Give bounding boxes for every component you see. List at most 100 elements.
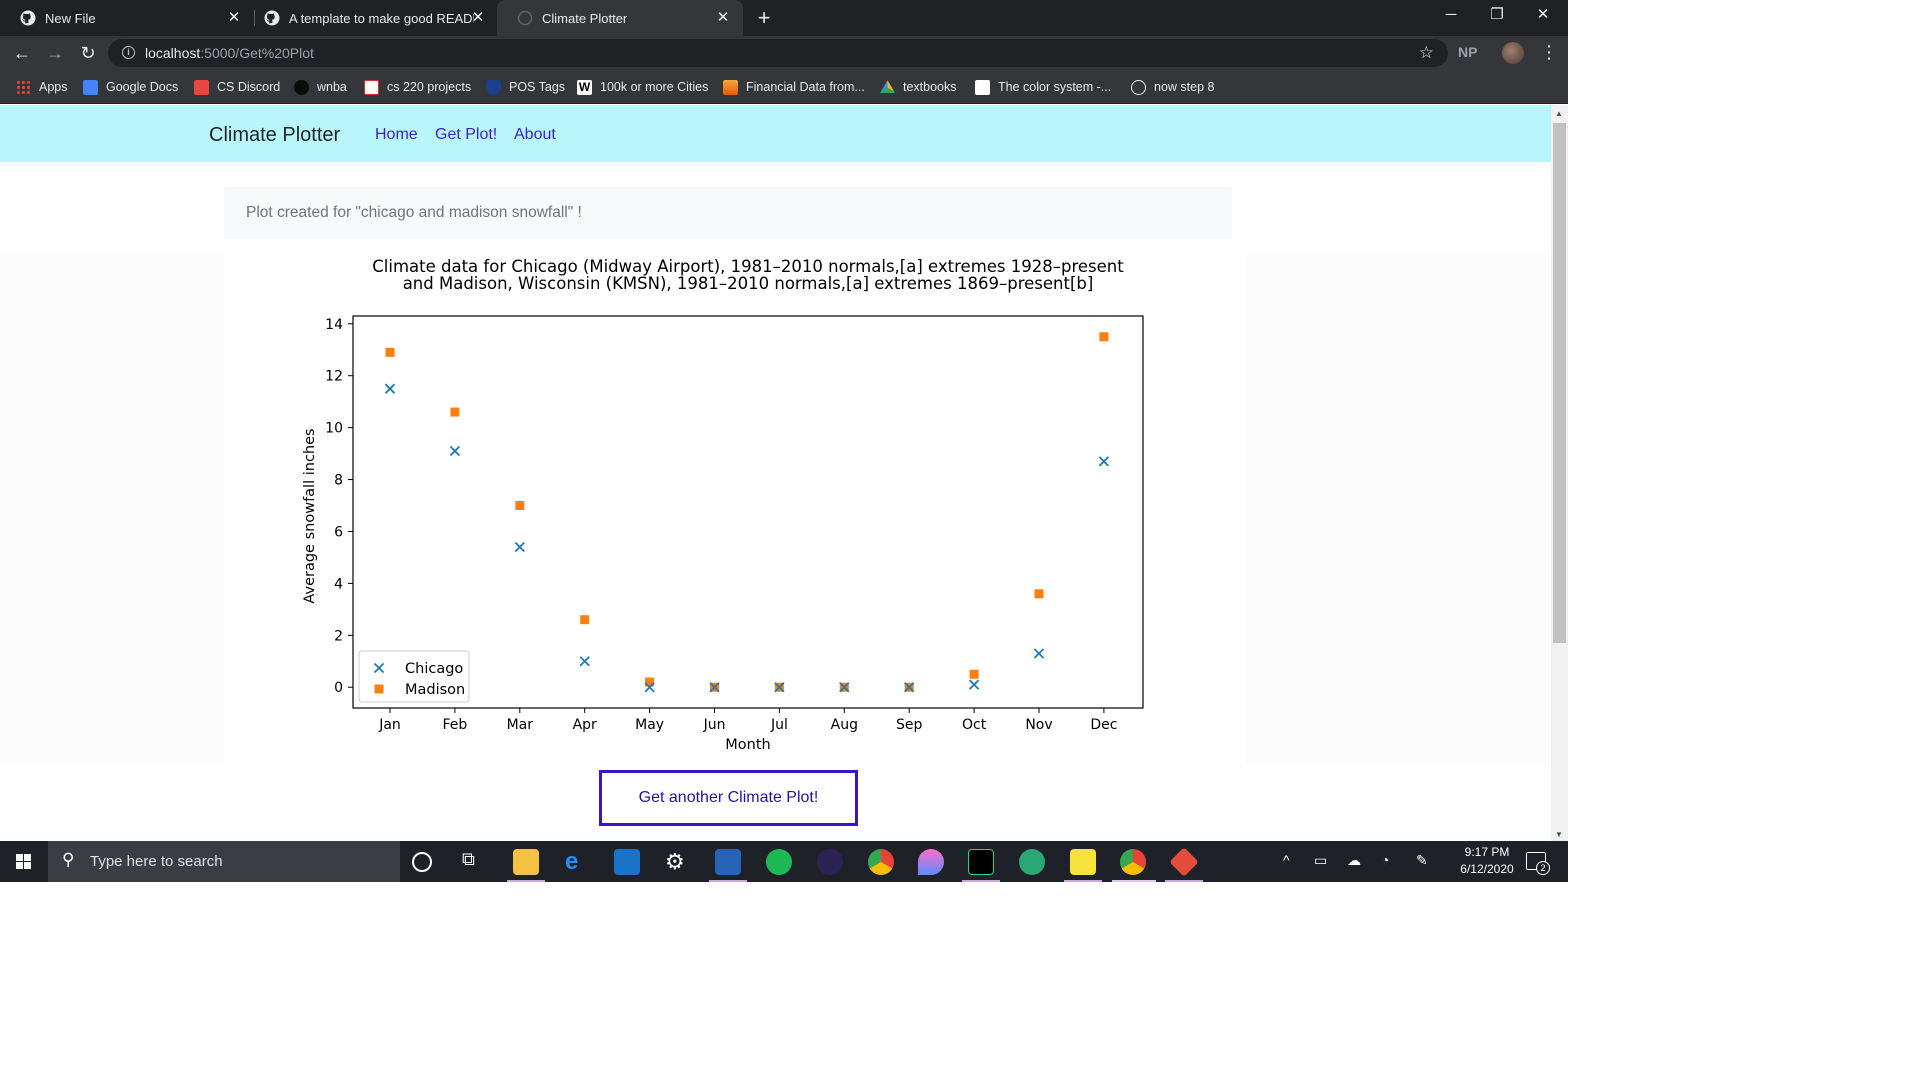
bookmark-textbooks[interactable]: textbooks	[880, 78, 957, 96]
powershell-icon[interactable]	[715, 849, 741, 875]
windows-taskbar: ⚲ Type here to search ⧉ e ⚙ ^ ▭ ☁ ◔ ✎ 9:…	[0, 841, 1568, 882]
system-clock[interactable]: 9:17 PM 6/12/2020	[1440, 844, 1534, 878]
data-point-chicago	[774, 682, 785, 693]
active-indicator	[1165, 880, 1203, 882]
drive-icon	[880, 80, 895, 93]
bookmark-cities[interactable]: W 100k or more Cities	[577, 79, 709, 95]
restore-button[interactable]: ❐	[1490, 6, 1504, 23]
x-tick-label: Jun	[703, 717, 726, 733]
nav-home[interactable]: Home	[375, 126, 418, 143]
eclipse-icon[interactable]	[817, 849, 843, 875]
page-viewport: Climate Plotter Home Get Plot! About Plo…	[0, 105, 1551, 841]
globe-icon	[1131, 79, 1146, 95]
bookmarks-bar: Apps Google Docs CS Discord wnba cs 220 …	[0, 70, 1568, 104]
file-explorer-icon[interactable]	[513, 849, 539, 875]
scrollbar-thumb[interactable]	[1553, 123, 1566, 643]
cortana-icon[interactable]	[412, 852, 432, 872]
minimize-button[interactable]: ─	[1445, 6, 1457, 23]
map-pin-app-icon[interactable]	[1019, 849, 1045, 875]
data-point-madison	[645, 677, 655, 687]
tab-title: New File	[45, 10, 96, 26]
pycharm-icon[interactable]	[968, 849, 994, 875]
data-points	[384, 332, 1110, 693]
tab-readme-template[interactable]: A template to make good READM ✕	[244, 0, 498, 36]
calendar-icon	[194, 79, 209, 95]
close-tab-icon[interactable]: ✕	[716, 9, 730, 26]
x-tick-label: Apr	[573, 717, 597, 733]
forward-arrow-icon[interactable]: →	[46, 43, 64, 63]
close-tab-icon[interactable]: ✕	[227, 9, 241, 26]
bookmark-cs220[interactable]: cs 220 projects	[364, 78, 471, 96]
bookmark-cs-discord[interactable]: CS Discord	[194, 78, 280, 96]
sticky-notes-icon[interactable]	[1070, 849, 1096, 875]
y-tick-label: 4	[334, 576, 343, 592]
tab-divider	[254, 10, 255, 26]
bookmark-now-step[interactable]: now step 8	[1131, 78, 1214, 96]
tab-climate-plotter[interactable]: Climate Plotter ✕	[497, 0, 743, 36]
data-point-madison	[385, 347, 395, 357]
nav-get-plot[interactable]: Get Plot!	[435, 126, 498, 143]
profile-avatar[interactable]	[1502, 42, 1524, 64]
tab-strip: New File ✕ A template to make good READM…	[0, 0, 1568, 36]
get-another-plot-button[interactable]: Get another Climate Plot!	[599, 770, 858, 826]
extension-np-icon[interactable]: NP	[1458, 44, 1478, 60]
edge-icon[interactable]: e	[565, 848, 579, 875]
chevron-up-icon[interactable]: ^	[1283, 852, 1290, 868]
onedrive-cloud-icon[interactable]: ☁	[1347, 852, 1361, 868]
bookmark-wnba[interactable]: wnba	[294, 78, 347, 96]
menu-kebab-icon[interactable]: ⋮	[1540, 42, 1558, 62]
info-icon[interactable]: i	[122, 46, 135, 59]
data-point-madison	[969, 669, 979, 679]
pen-icon[interactable]: ✎	[1416, 852, 1428, 868]
bookmark-apps[interactable]: Apps	[16, 78, 68, 96]
new-tab-button[interactable]: +	[757, 5, 771, 30]
tab-new-file[interactable]: New File ✕	[0, 0, 254, 36]
back-arrow-icon[interactable]: ←	[13, 43, 31, 63]
bookmark-color-system[interactable]: The color system -...	[975, 78, 1111, 96]
plot-created-alert: Plot created for "chicago and madison sn…	[224, 187, 1232, 239]
nav-about[interactable]: About	[514, 126, 556, 143]
bookmark-pos-tags[interactable]: POS Tags	[486, 78, 565, 96]
task-view-icon[interactable]: ⧉	[462, 849, 475, 869]
page-scrollbar[interactable]: ▲ ▼	[1551, 105, 1568, 841]
data-point-madison	[1099, 332, 1109, 342]
close-tab-icon[interactable]: ✕	[471, 9, 485, 26]
browser-toolbar: ← → ↻ i localhost:5000/Get%20Plot ☆	[0, 36, 1568, 70]
chrome-icon[interactable]	[868, 849, 894, 875]
data-point-madison	[1034, 589, 1044, 599]
chart-title-line-2: and Madison, Wisconsin (KMSN), 1981–2010…	[403, 274, 1094, 293]
reload-icon[interactable]: ↻	[80, 43, 96, 63]
page-gutter	[0, 254, 224, 766]
close-window-button[interactable]: ✕	[1536, 6, 1550, 23]
stack-icon	[723, 79, 738, 95]
github-icon	[20, 10, 36, 26]
x-tick-label: Jan	[378, 717, 401, 733]
y-tick-label: 0	[334, 680, 343, 696]
git-icon[interactable]	[1169, 847, 1199, 877]
legend-label-madison: Madison	[405, 682, 465, 698]
data-point-chicago	[709, 682, 720, 693]
taskbar-search[interactable]: ⚲ Type here to search	[48, 841, 400, 882]
data-point-chicago	[644, 682, 655, 693]
active-indicator	[1112, 880, 1156, 882]
battery-icon[interactable]: ▭	[1314, 852, 1328, 868]
address-bar[interactable]: i localhost:5000/Get%20Plot ☆	[108, 39, 1448, 67]
bookmark-google-docs[interactable]: Google Docs	[83, 78, 178, 96]
spotify-icon[interactable]	[766, 849, 792, 875]
globe-icon	[517, 10, 533, 26]
chrome-profile-icon[interactable]	[1120, 849, 1146, 875]
settings-gear-icon[interactable]: ⚙	[665, 849, 685, 874]
legend-box	[358, 650, 470, 703]
scroll-down-arrow-icon[interactable]: ▼	[1555, 830, 1563, 839]
start-button[interactable]	[0, 841, 48, 882]
data-point-chicago	[904, 682, 915, 693]
bookmark-financial[interactable]: Financial Data from...	[723, 78, 865, 96]
active-indicator	[709, 880, 747, 882]
legend-marker-madison	[374, 684, 384, 694]
paint-drop-icon[interactable]	[918, 849, 944, 875]
site-brand[interactable]: Climate Plotter	[209, 124, 341, 146]
mail-icon[interactable]	[614, 849, 640, 875]
wifi-icon[interactable]: ◔	[1381, 852, 1390, 868]
bookmark-star-icon[interactable]: ☆	[1418, 43, 1434, 62]
scroll-up-arrow-icon[interactable]: ▲	[1555, 109, 1563, 118]
